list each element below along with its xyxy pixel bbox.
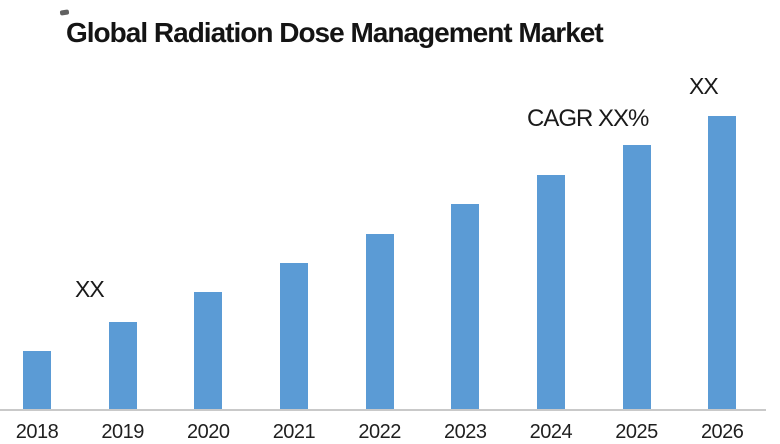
bar-2020 bbox=[194, 292, 223, 410]
x-tick-2021: 2021 bbox=[272, 421, 316, 443]
bar-2023 bbox=[451, 204, 480, 410]
crop-artifact-mark bbox=[59, 9, 70, 16]
chart-title: Global Radiation Dose Management Market bbox=[66, 17, 604, 48]
bar-2019 bbox=[108, 321, 137, 410]
bar-2024 bbox=[536, 174, 565, 410]
bar-2026 bbox=[708, 116, 737, 410]
bar-2025 bbox=[622, 145, 651, 410]
value-label-2019: XX bbox=[75, 276, 105, 302]
x-tick-2019: 2019 bbox=[101, 421, 144, 443]
cagr-label: CAGR XX% bbox=[527, 105, 649, 132]
x-tick-2026: 2026 bbox=[700, 421, 744, 443]
bar-2021 bbox=[279, 263, 308, 410]
x-tick-2020: 2020 bbox=[187, 421, 230, 443]
x-tick-2022: 2022 bbox=[358, 421, 401, 443]
value-label-2026: XX bbox=[689, 73, 719, 99]
x-tick-2023: 2023 bbox=[444, 421, 487, 443]
bar-2022 bbox=[365, 233, 394, 410]
x-tick-2018: 2018 bbox=[15, 421, 59, 443]
x-axis-line bbox=[0, 409, 766, 411]
bar-2018 bbox=[23, 351, 51, 410]
x-tick-2024: 2024 bbox=[529, 421, 573, 443]
x-tick-2025: 2025 bbox=[615, 421, 658, 443]
